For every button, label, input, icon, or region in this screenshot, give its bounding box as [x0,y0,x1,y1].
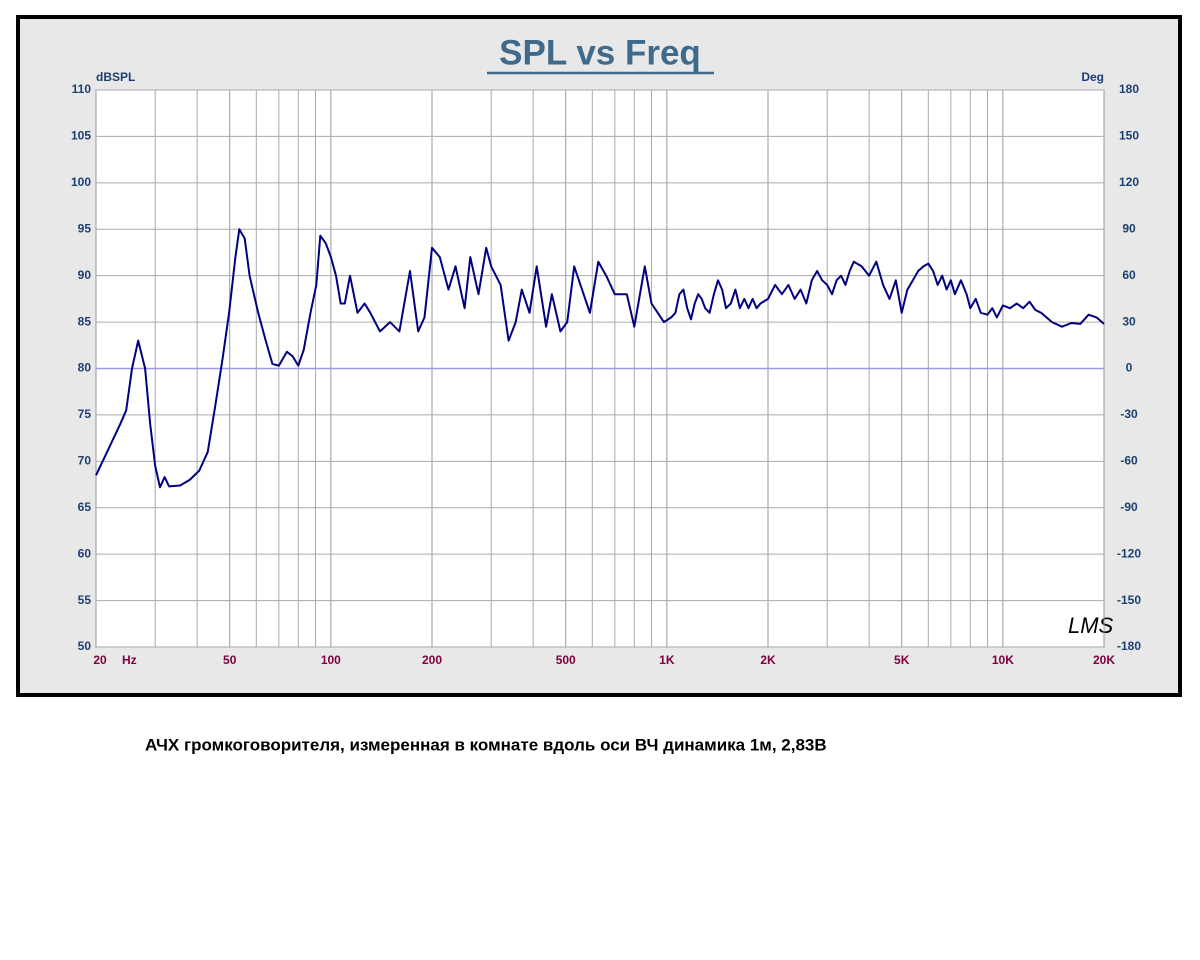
x-tick-label: 10K [992,653,1014,667]
x-tick-label: 100 [321,653,341,667]
y-tick-label: 100 [71,175,91,189]
x-tick-label: 20K [1093,653,1115,667]
y2-tick-label: 30 [1122,314,1136,328]
y-tick-label: 75 [78,407,92,421]
y2-tick-label: -120 [1117,546,1141,560]
y-tick-label: 70 [78,454,92,468]
y2-tick-label: -60 [1120,454,1138,468]
y-tick-label: 105 [71,129,91,143]
y-tick-label: 60 [78,546,92,560]
x-axis-label: Hz [122,653,137,667]
y2-tick-label: -180 [1117,639,1141,653]
x-tick-label: 500 [556,653,576,667]
grid [95,89,1105,648]
watermark: LMS [1068,613,1114,638]
y2-tick-label: 120 [1119,175,1139,189]
x-tick-label: 2K [760,653,776,667]
x-tick-label: 5K [894,653,910,667]
spl-curve [95,228,1105,489]
y2-tick-label: 60 [1122,268,1136,282]
y2-tick-label: -30 [1120,407,1138,421]
y2-tick-label: -90 [1120,500,1138,514]
x-tick-label: 50 [223,653,237,667]
y-tick-label: 65 [78,500,92,514]
y2-tick-label: 180 [1119,82,1139,96]
y-tick-label: 95 [78,221,92,235]
y-tick-label: 55 [78,593,92,607]
y2-axis-label: Deg [1081,70,1104,84]
y-tick-label: 90 [78,268,92,282]
y2-tick-label: 150 [1119,129,1139,143]
y-axis-label: dBSPL [96,70,135,84]
x-tick-label: 200 [422,653,442,667]
y-tick-label: 80 [78,361,92,375]
y2-tick-label: 90 [1122,221,1136,235]
y-tick-label: 85 [78,314,92,328]
y-tick-label: 50 [78,639,92,653]
chart-title: SPL vs Freq [499,33,701,72]
y2-tick-label: -150 [1117,593,1141,607]
caption: АЧХ громкоговорителя, измеренная в комна… [145,735,827,754]
x-tick-label: 20 [93,653,107,667]
y-tick-label: 110 [72,82,92,96]
x-tick-label: 1K [659,653,675,667]
y2-tick-label: 0 [1126,361,1133,375]
